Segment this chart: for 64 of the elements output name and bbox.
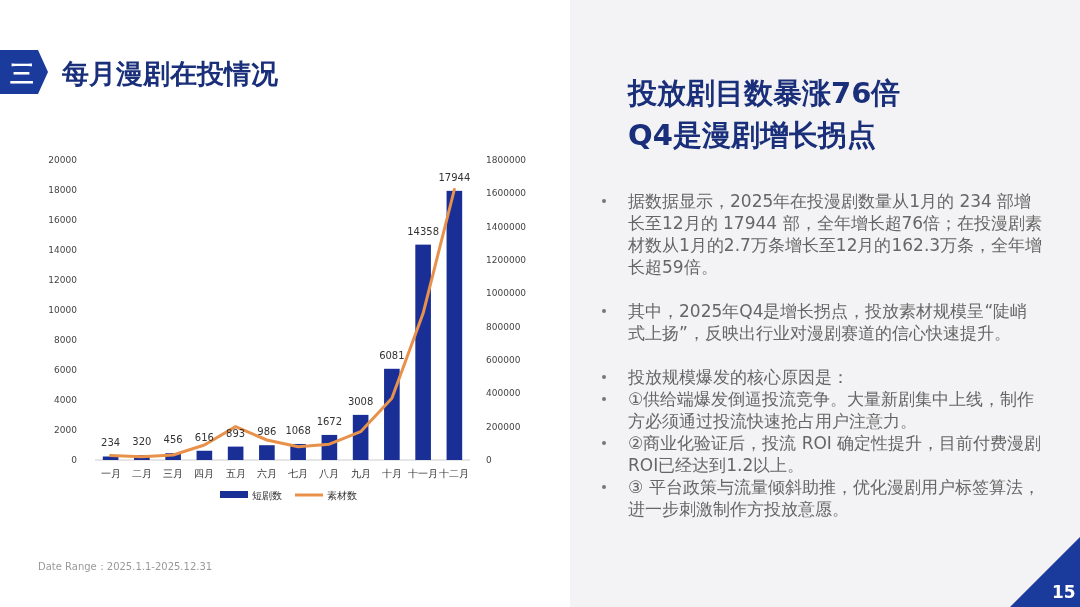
- y-tick-label: 0: [71, 455, 78, 465]
- x-tick-label: 一月: [100, 468, 121, 479]
- x-tick-label: 八月: [319, 468, 340, 479]
- x-tick-label: 四月: [194, 468, 215, 479]
- bar: [196, 450, 213, 460]
- data-label: 234: [101, 437, 121, 449]
- y-tick-label: 16000: [48, 215, 78, 225]
- chart-title: 每月漫剧在投情况: [62, 57, 278, 91]
- text: 三: [10, 60, 34, 88]
- data-label: 3008: [347, 395, 374, 407]
- y2-tick-label: 1200000: [486, 255, 527, 265]
- x-tick-label: 十月: [381, 468, 402, 479]
- y-tick-label: 18000: [48, 185, 78, 195]
- y-tick-label: 6000: [54, 365, 78, 375]
- x-tick-label: 二月: [131, 468, 152, 479]
- bar: [446, 190, 463, 460]
- y-tick-label: 8000: [54, 335, 78, 345]
- y-tick-label: 20000: [48, 155, 78, 165]
- x-tick-label: 九月: [350, 468, 371, 479]
- text: Date Range：2025.1.1-2025.12.31: [38, 560, 213, 574]
- x-tick-label: 十一月: [408, 468, 439, 479]
- text: 其中，2025年Q4是增长拐点，投放素材规模呈“陡峭式上扬”，反映出行业对漫剧赛道的信心快速提升。: [628, 300, 1029, 344]
- x-tick-label: 十二月: [439, 468, 470, 479]
- y2-tick-label: 1800000: [486, 155, 527, 165]
- y2-tick-label: 0: [486, 455, 492, 465]
- bar: [259, 445, 275, 460]
- x-tick-label: 七月: [288, 468, 309, 479]
- y-tick-label: 10000: [48, 305, 78, 315]
- x-tick-label: 五月: [225, 468, 246, 479]
- y2-tick-label: 1400000: [486, 221, 527, 232]
- data-label: 14358: [407, 225, 440, 237]
- bar: [384, 368, 400, 460]
- data-label: 17944: [438, 171, 471, 183]
- bar: [227, 446, 244, 460]
- y-tick-label: 12000: [48, 275, 78, 285]
- y2-tick-label: 600000: [486, 355, 521, 365]
- text: 投放规模爆发的核心原因是：: [628, 366, 849, 388]
- bar: [415, 244, 431, 460]
- x-tick-label: 三月: [163, 468, 184, 479]
- text: ②商业化验证后，投流 ROI 确定性提升，目前付费漫剧ROI已经达到1.2以上。: [628, 432, 1043, 476]
- y2-tick-label: 800000: [486, 321, 521, 332]
- text: ①供给端爆发倒逼投流竞争。大量新剧集中上线，制作方必须通过投流快速抢占用户注意力。: [628, 388, 1036, 432]
- data-label: 6081: [379, 349, 405, 361]
- y2-tick-label: 1000000: [486, 288, 527, 299]
- data-label: 616: [194, 431, 214, 443]
- y2-tick-label: 400000: [486, 388, 521, 399]
- text: 投放剧目数暴涨76倍 Q4是漫剧增长拐点: [628, 75, 901, 154]
- data-label: 893: [226, 427, 246, 439]
- y2-tick-label: 1600000: [486, 188, 527, 199]
- text: ③ 平台政策与流量倾斜助推，优化漫剧用户标签算法，进一步刺激制作方投放意愿。: [628, 476, 1041, 520]
- data-label: 1068: [285, 424, 311, 436]
- text: 据数据显示，2025年在投漫剧数量从1月的 234 部增长至12月的 17944 部，全年增长超76倍；在投漫剧素材数从1月的2.7万条增长至12月的162.3万条，全年增长超59倍。: [628, 190, 1043, 278]
- data-label: 456: [163, 434, 183, 446]
- text: 15: [1052, 582, 1076, 602]
- data-label: 1672: [316, 415, 343, 427]
- y-tick-label: 4000: [54, 395, 78, 405]
- y2-tick-label: 200000: [486, 421, 521, 432]
- data-label: 986: [257, 426, 277, 438]
- data-label: 320: [132, 436, 152, 448]
- legend-label: 短剧数: [252, 490, 282, 501]
- y-tick-label: 2000: [54, 425, 78, 435]
- x-tick-label: 六月: [256, 468, 277, 479]
- legend-label: 素材数: [327, 490, 357, 501]
- y-tick-label: 14000: [48, 245, 78, 255]
